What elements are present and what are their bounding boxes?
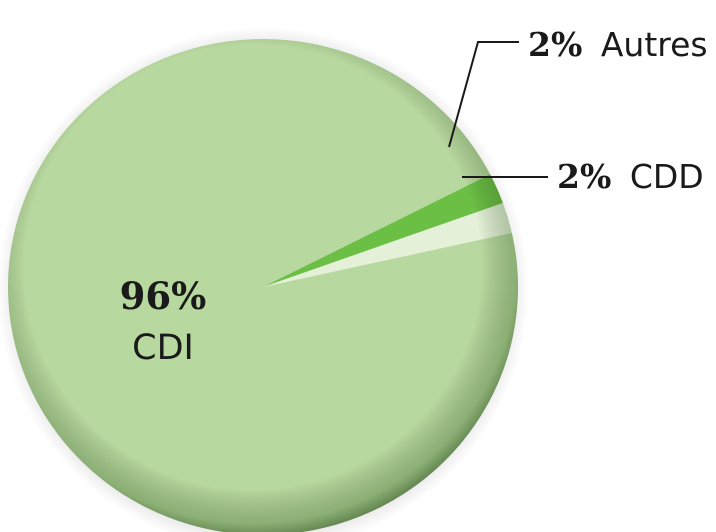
pie-rim-shade: [8, 39, 518, 532]
leader-line-autres: [448, 41, 519, 148]
slice-value-cdi: 96%: [120, 274, 207, 318]
slice-category-cdi: CDI: [132, 328, 194, 368]
slice-label-cdd: 2% CDD: [557, 157, 704, 196]
slice-label-autres: 2% Autres: [528, 25, 708, 64]
